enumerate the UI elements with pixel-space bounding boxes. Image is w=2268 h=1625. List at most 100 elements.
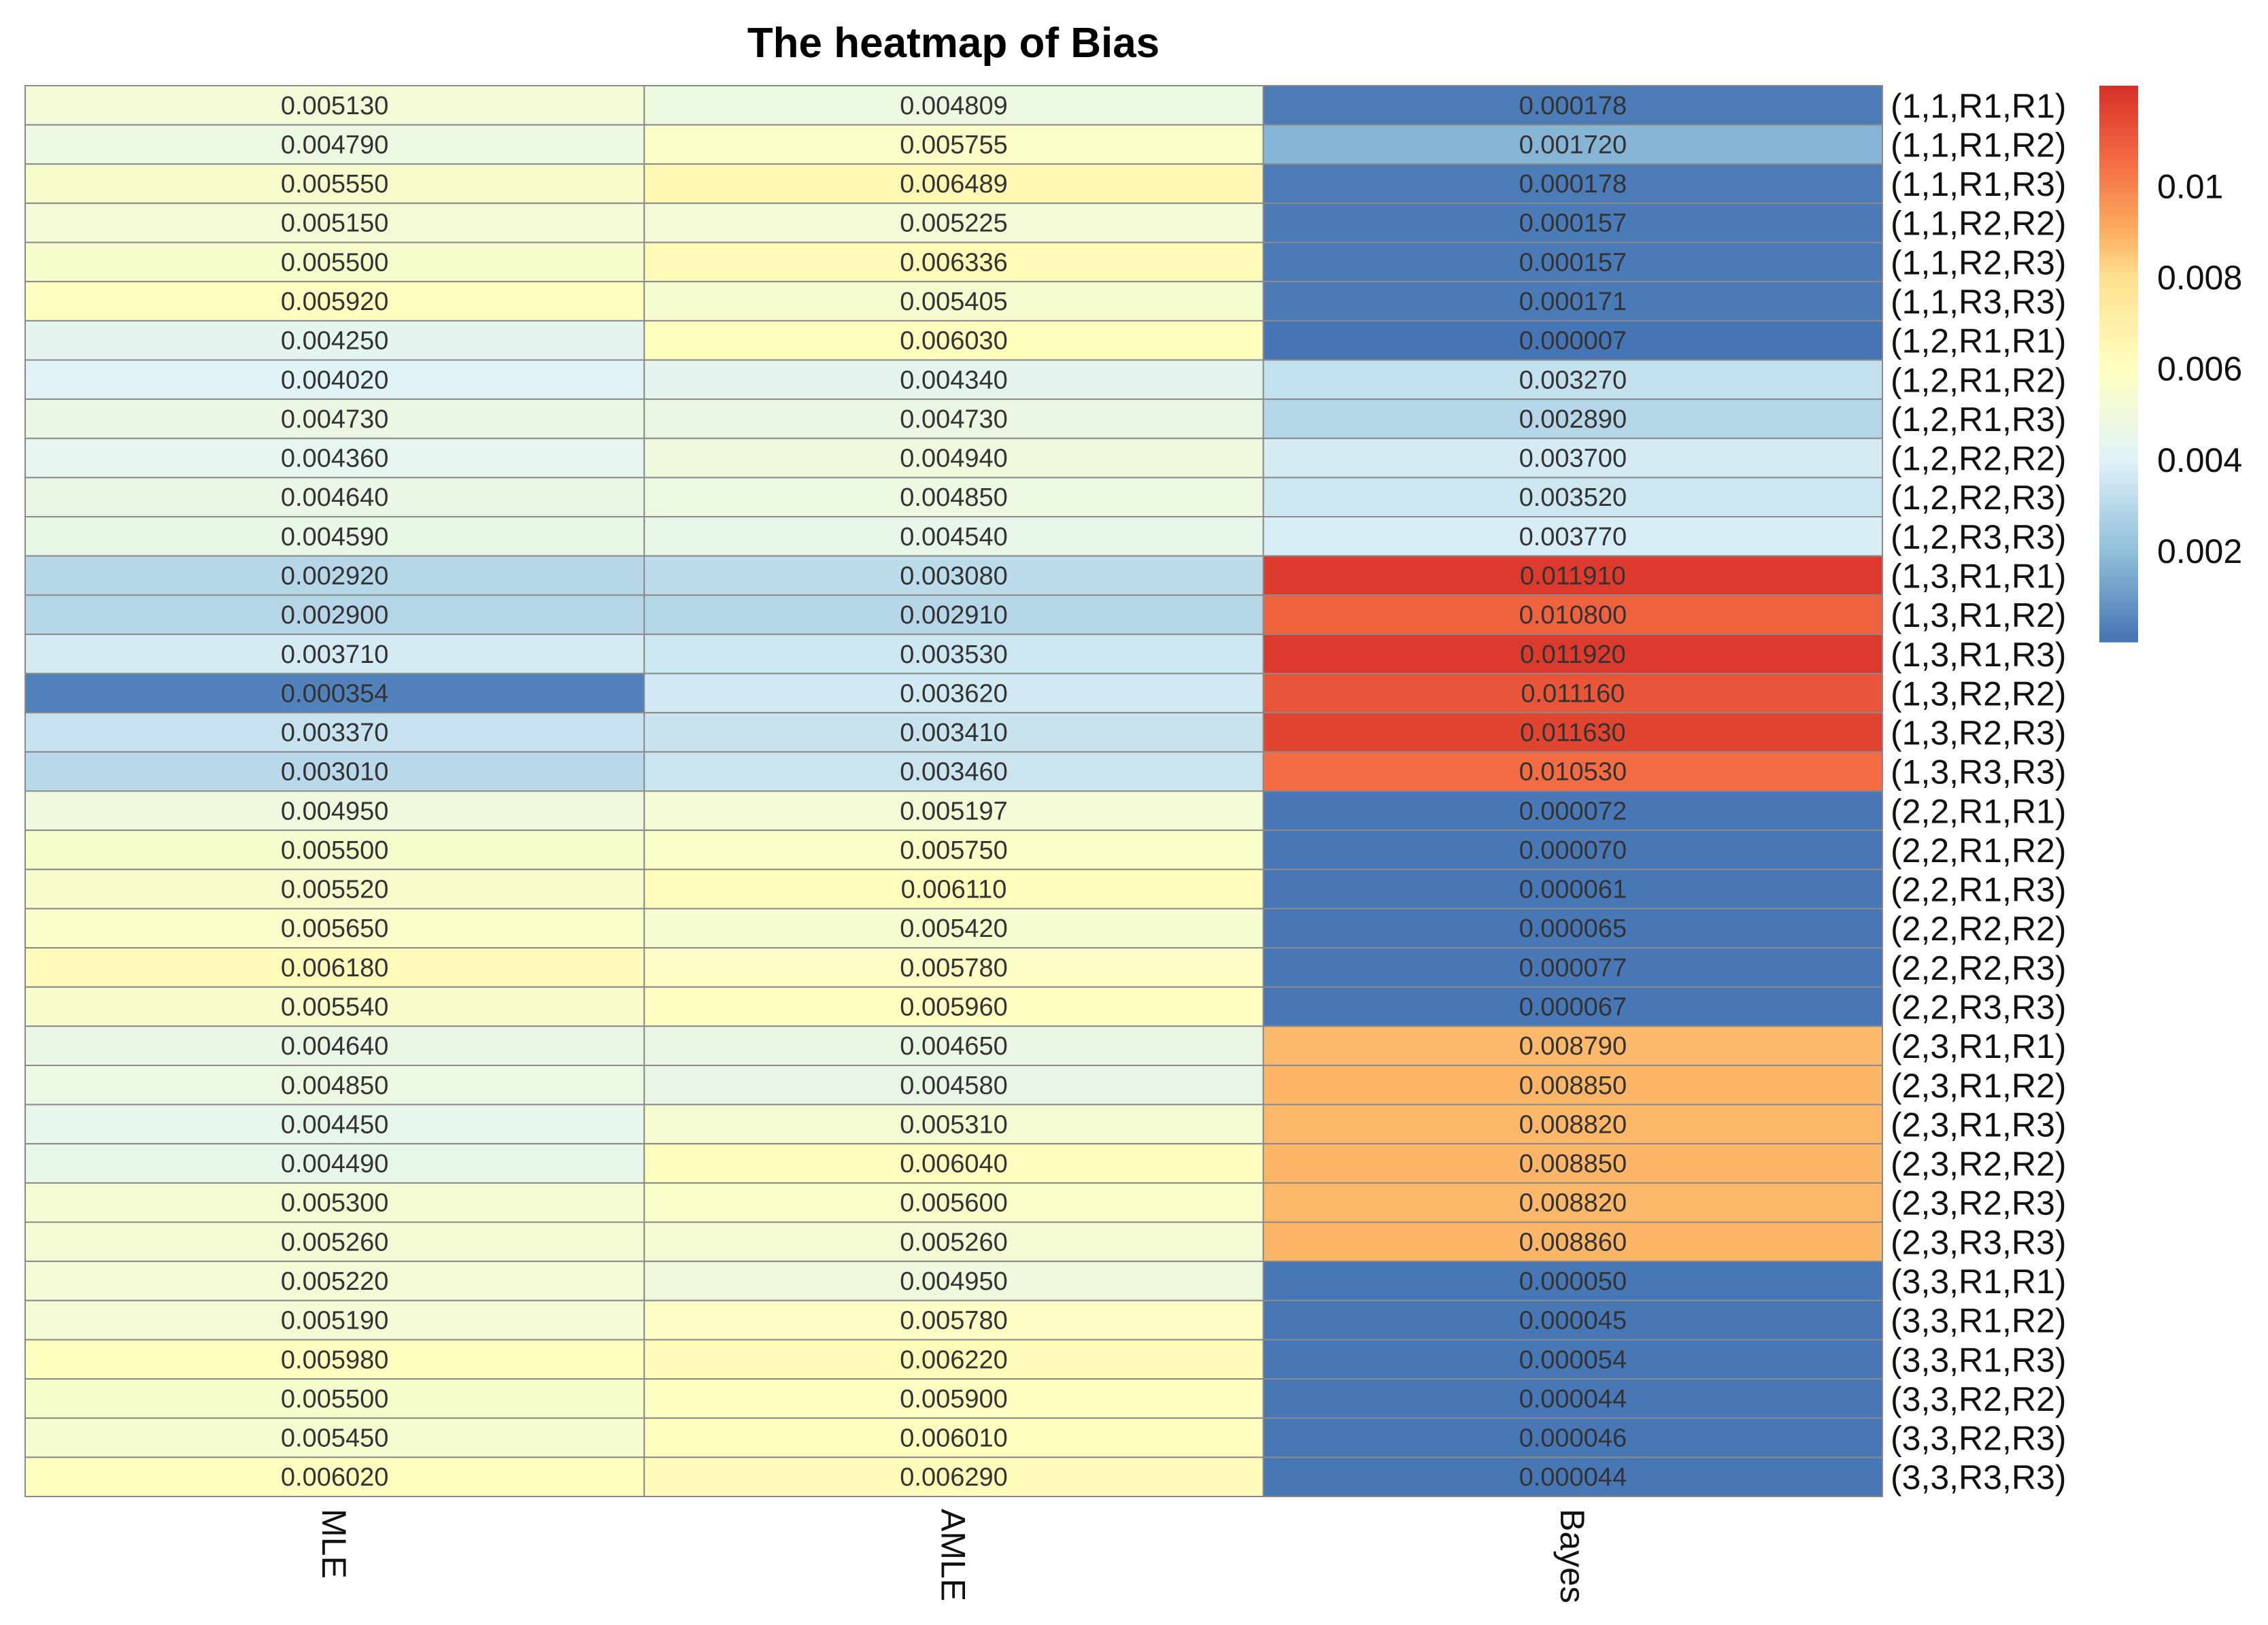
legend-color-segment (2099, 155, 2138, 160)
heatmap-cell (24, 672, 645, 714)
legend-color-segment (2099, 577, 2138, 583)
heatmap-cell (643, 85, 1264, 126)
heatmap-cell (24, 986, 645, 1027)
row-label: (1,1,R3,R3) (1891, 283, 2066, 321)
legend-color-segment (2099, 586, 2138, 592)
heatmap-cell (24, 1378, 645, 1419)
legend-color-segment (2099, 136, 2138, 142)
cell-value-label: 0.002890 (1519, 405, 1627, 434)
cell-value-label: 0.003530 (900, 640, 1008, 669)
cell-value-label: 0.004590 (281, 523, 389, 551)
color-legend: 0.01 0.008 0.006 0.004 0.002 (2099, 86, 2242, 643)
legend-color-segment (2099, 637, 2138, 643)
legend-color-segment (2099, 340, 2138, 346)
cell-value-label: 0.005650 (281, 914, 389, 943)
row-label: (1,3,R1,R1) (1891, 557, 2066, 595)
row-label: (2,2,R2,R3) (1891, 949, 2066, 987)
heatmap-cell (1262, 751, 1883, 792)
legend-color-segment (2099, 632, 2138, 638)
cell-value-label: 0.000045 (1519, 1307, 1627, 1335)
row-label: (3,3,R2,R2) (1891, 1380, 2066, 1418)
cell-value-label: 0.005130 (281, 92, 389, 120)
heatmap-cell (1262, 477, 1883, 518)
cell-value-label: 0.006336 (900, 248, 1008, 277)
legend-color-segment (2099, 178, 2138, 184)
row-label: (1,2,R2,R3) (1891, 479, 2066, 517)
cell-value-label: 0.004650 (900, 1032, 1008, 1061)
legend-color-segment (2099, 428, 2138, 434)
heatmap-cell (24, 202, 645, 243)
legend-color-segment (2099, 609, 2138, 615)
cell-value-label: 0.004730 (281, 405, 389, 434)
heatmap-cell (1262, 281, 1883, 322)
legend-color-segment (2099, 447, 2138, 453)
heatmap-cell (24, 908, 645, 949)
cell-value-label: 0.005405 (900, 288, 1008, 316)
cell-value-label: 0.004490 (281, 1150, 389, 1178)
cell-value-label: 0.005900 (900, 1385, 1008, 1414)
legend-color-segment (2099, 317, 2138, 323)
heatmap-cell (24, 477, 645, 518)
row-label: (1,2,R1,R1) (1891, 322, 2066, 360)
legend-color-segment (2099, 502, 2138, 509)
heatmap-cell (643, 163, 1264, 204)
heatmap-cell (24, 947, 645, 988)
heatmap-cell (1262, 1221, 1883, 1263)
row-label: (1,2,R1,R3) (1891, 400, 2066, 439)
legend-color-segment (2099, 132, 2138, 137)
heatmap-cell (643, 1064, 1264, 1106)
cell-value-label: 0.000171 (1519, 288, 1627, 316)
cell-value-label: 0.005960 (900, 993, 1008, 1022)
row-label: (2,2,R3,R3) (1891, 989, 2066, 1027)
legend-color-segment (2099, 563, 2138, 568)
cell-value-label: 0.008820 (1519, 1189, 1627, 1218)
legend-color-segment (2099, 581, 2138, 587)
cell-value-label: 0.000157 (1519, 248, 1627, 277)
cell-value-label: 0.005600 (900, 1189, 1008, 1218)
cell-value-label: 0.005750 (900, 836, 1008, 865)
heatmap-cell (24, 712, 645, 753)
legend-color-segment (2099, 86, 2138, 91)
heatmap-cell (24, 633, 645, 674)
cell-value-label: 0.011630 (1520, 719, 1626, 747)
row-label: (3,3,R1,R3) (1891, 1341, 2066, 1379)
heatmap-cells: 0.005130 0.004809 0.000178 0.004790 0.005755… (24, 85, 1883, 1497)
legend-color-segment (2099, 298, 2138, 305)
cell-value-label: 0.003410 (900, 719, 1008, 747)
legend-tick-label: 0.006 (2157, 350, 2242, 388)
legend-color-segment (2099, 113, 2138, 119)
heatmap-cell (1262, 1417, 1883, 1458)
legend-tick-label: 0.01 (2157, 168, 2223, 206)
legend-color-segment (2099, 164, 2138, 170)
row-label: (1,3,R2,R3) (1891, 714, 2066, 752)
legend-color-segment (2099, 405, 2138, 411)
column-label: Bayes (1553, 1509, 1591, 1603)
row-label: (3,3,R2,R3) (1891, 1420, 2066, 1458)
heatmap-cell (24, 1143, 645, 1184)
legend-color-segment (2099, 196, 2138, 203)
legend-color-segment (2099, 169, 2138, 175)
cell-value-label: 0.000072 (1519, 797, 1627, 825)
legend-color-segment (2099, 558, 2138, 564)
cell-value-label: 0.008850 (1519, 1072, 1627, 1100)
heatmap-cell (24, 281, 645, 322)
cell-value-label: 0.003010 (281, 758, 389, 787)
cell-value-label: 0.011920 (1520, 640, 1626, 669)
cell-value-label: 0.005300 (281, 1189, 389, 1218)
legend-color-segment (2099, 201, 2138, 207)
heatmap-cell (1262, 202, 1883, 243)
cell-value-label: 0.003460 (900, 758, 1008, 787)
cell-value-label: 0.002900 (281, 601, 389, 630)
legend-color-segment (2099, 433, 2138, 439)
legend-color-segment (2099, 243, 2138, 249)
cell-value-label: 0.003710 (281, 640, 389, 669)
heatmap-cell (1262, 1339, 1883, 1380)
legend-color-segment (2099, 604, 2138, 611)
legend-color-segment (2099, 262, 2138, 267)
cell-value-label: 0.004850 (900, 483, 1008, 512)
legend-color-segment (2099, 400, 2138, 407)
cell-value-label: 0.004340 (900, 366, 1008, 394)
heatmap-cell (643, 751, 1264, 792)
heatmap-cell (1262, 320, 1883, 361)
